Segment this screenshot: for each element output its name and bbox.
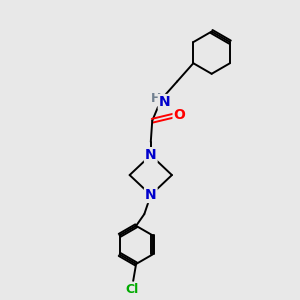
Text: Cl: Cl	[125, 283, 138, 296]
Text: O: O	[174, 109, 185, 122]
Text: N: N	[145, 148, 157, 162]
Text: N: N	[145, 188, 157, 202]
Text: H: H	[151, 92, 161, 105]
Text: N: N	[159, 95, 170, 109]
